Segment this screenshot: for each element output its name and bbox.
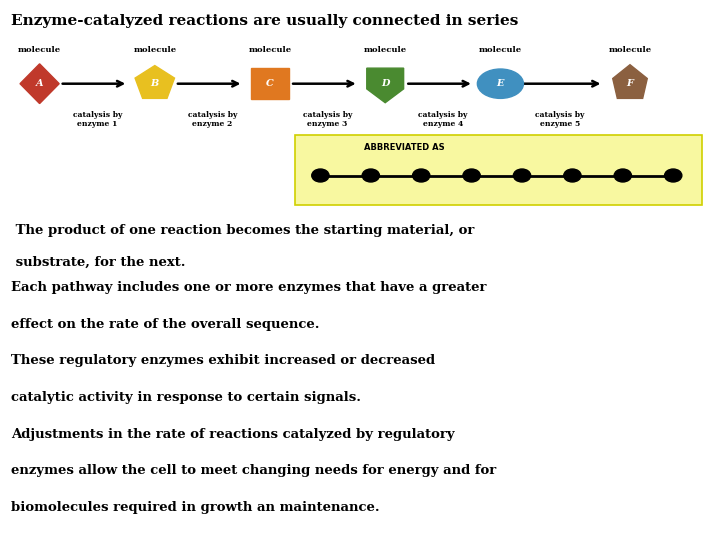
- Text: D: D: [381, 79, 390, 88]
- Polygon shape: [135, 65, 174, 98]
- Circle shape: [564, 169, 581, 182]
- Polygon shape: [20, 64, 59, 104]
- Text: These regulatory enzymes exhibit increased or decreased: These regulatory enzymes exhibit increas…: [11, 354, 435, 367]
- Text: molecule: molecule: [18, 46, 61, 54]
- Text: B: B: [150, 79, 159, 88]
- Text: enzymes allow the cell to meet changing needs for energy and for: enzymes allow the cell to meet changing …: [11, 464, 496, 477]
- Text: catalysis by
enzyme 2: catalysis by enzyme 2: [188, 111, 237, 128]
- Text: Enzyme-catalyzed reactions are usually connected in series: Enzyme-catalyzed reactions are usually c…: [11, 14, 518, 28]
- Circle shape: [413, 169, 430, 182]
- Text: Each pathway includes one or more enzymes that have a greater: Each pathway includes one or more enzyme…: [11, 281, 486, 294]
- Polygon shape: [613, 65, 647, 98]
- Circle shape: [463, 169, 480, 182]
- Polygon shape: [366, 68, 404, 103]
- Circle shape: [665, 169, 682, 182]
- Text: molecule: molecule: [248, 46, 292, 54]
- Text: catalysis by
enzyme 3: catalysis by enzyme 3: [303, 111, 352, 128]
- Text: E: E: [497, 79, 504, 88]
- Text: effect on the rate of the overall sequence.: effect on the rate of the overall sequen…: [11, 318, 319, 330]
- Text: substrate, for the next.: substrate, for the next.: [11, 255, 185, 268]
- Text: catalytic activity in response to certain signals.: catalytic activity in response to certai…: [11, 391, 361, 404]
- Text: biomolecules required in growth an maintenance.: biomolecules required in growth an maint…: [11, 501, 379, 514]
- Text: F: F: [626, 79, 634, 88]
- Circle shape: [614, 169, 631, 182]
- Text: molecule: molecule: [479, 46, 522, 54]
- Circle shape: [513, 169, 531, 182]
- Text: Adjustments in the rate of reactions catalyzed by regulatory: Adjustments in the rate of reactions cat…: [11, 428, 454, 441]
- Text: molecule: molecule: [364, 46, 407, 54]
- Text: A: A: [36, 79, 43, 88]
- Text: C: C: [266, 79, 274, 88]
- Text: molecule: molecule: [608, 46, 652, 54]
- Text: The product of one reaction becomes the starting material, or: The product of one reaction becomes the …: [11, 224, 474, 237]
- Text: catalysis by
enzyme 1: catalysis by enzyme 1: [73, 111, 122, 128]
- Circle shape: [362, 169, 379, 182]
- FancyBboxPatch shape: [295, 135, 702, 205]
- Text: catalysis by
enzyme 5: catalysis by enzyme 5: [536, 111, 585, 128]
- Text: ABBREVIATED AS: ABBREVIATED AS: [364, 143, 444, 152]
- Ellipse shape: [477, 69, 523, 98]
- Circle shape: [312, 169, 329, 182]
- Polygon shape: [251, 68, 289, 99]
- Text: catalysis by
enzyme 4: catalysis by enzyme 4: [418, 111, 467, 128]
- Text: molecule: molecule: [133, 46, 176, 54]
